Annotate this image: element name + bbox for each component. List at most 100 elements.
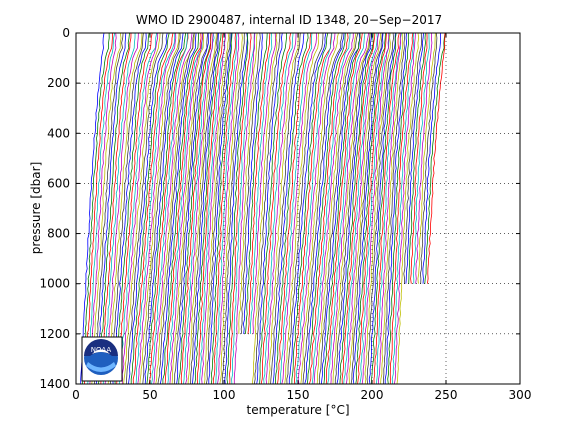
profile-line: [288, 32, 327, 384]
profile-line: [84, 32, 113, 385]
profile-line: [121, 32, 159, 385]
y-tick-label: 400: [47, 126, 70, 140]
y-axis: 0 200 400 600 800 1000 1200 1400: [39, 26, 520, 391]
profile-line: [408, 32, 426, 284]
profile-line: [389, 32, 414, 385]
profile-line: [334, 32, 371, 384]
x-tick-label: 250: [435, 388, 458, 402]
profile-line: [260, 32, 291, 385]
profile-line: [89, 32, 117, 385]
profile-line: [192, 32, 219, 385]
profile-line: [194, 32, 222, 385]
profile-line: [325, 32, 363, 385]
profile-line: [249, 32, 273, 334]
profile-line: [215, 32, 238, 385]
profile-line: [217, 32, 240, 385]
profile-line: [95, 32, 127, 385]
profile-line: [224, 32, 248, 385]
profile-line: [259, 32, 287, 385]
profile-line: [155, 32, 195, 385]
x-tick-label: 300: [509, 388, 532, 402]
profile-line: [332, 32, 371, 385]
profile-line: [162, 33, 199, 384]
profile-line: [148, 32, 189, 385]
profile-line: [422, 32, 442, 284]
profile-line: [415, 32, 433, 284]
profile-line: [359, 32, 390, 385]
profile-line: [412, 32, 430, 284]
y-axis-label: pressure [dbar]: [29, 162, 43, 255]
profile-line: [350, 32, 383, 385]
profile-line: [205, 32, 231, 385]
x-axis-label: temperature [°C]: [247, 403, 350, 417]
profile-line: [291, 32, 329, 384]
profile-line: [366, 32, 395, 385]
profile-line: [403, 32, 423, 284]
profile-line: [343, 32, 378, 385]
profile-line: [286, 32, 324, 385]
profile-line: [94, 32, 124, 385]
profile-line: [199, 32, 226, 385]
profile-line: [280, 32, 313, 385]
profile-line: [164, 32, 202, 385]
profile-line: [151, 33, 188, 385]
profile-line: [394, 32, 416, 385]
grid-lines: [76, 33, 520, 384]
profile-line: [293, 32, 332, 385]
profile-line: [323, 32, 361, 385]
x-tick-label: 200: [361, 388, 384, 402]
profile-line: [226, 32, 249, 385]
profile-line: [116, 32, 153, 385]
profile-line: [252, 32, 278, 385]
profile-line: [341, 32, 376, 385]
y-tick-label: 1000: [39, 277, 70, 291]
profile-line: [383, 32, 406, 385]
profile-line: [212, 32, 236, 385]
profile-line: [123, 32, 161, 385]
profile-line: [201, 32, 226, 385]
profile-line: [87, 32, 116, 385]
profile-line: [100, 32, 132, 385]
profile-line: [97, 32, 130, 385]
profile-line: [391, 32, 415, 385]
y-tick-label: 800: [47, 227, 70, 241]
profile-line: [396, 32, 420, 385]
profile-line: [167, 33, 204, 385]
profile-line: [229, 32, 252, 385]
profile-line: [371, 32, 397, 384]
profile-line: [417, 32, 436, 284]
profile-line: [387, 32, 410, 385]
profile-line: [373, 32, 400, 385]
profile-line: [253, 33, 281, 385]
profile-line: [137, 32, 177, 385]
profile-lines: [80, 32, 446, 385]
profile-line: [139, 32, 180, 385]
profile-line: [114, 32, 150, 385]
profile-line: [219, 32, 243, 385]
y-tick-label: 1200: [39, 327, 70, 341]
profile-line: [321, 32, 361, 385]
profile-line: [190, 32, 219, 385]
profile-line: [118, 32, 158, 385]
profile-line: [135, 33, 176, 385]
profile-line: [196, 32, 224, 385]
profile-line: [336, 32, 372, 385]
profile-line: [384, 32, 408, 384]
profile-line: [377, 32, 402, 385]
profile-line: [242, 32, 263, 334]
profile-line: [297, 32, 336, 385]
profile-line: [318, 32, 359, 385]
profile-line: [153, 32, 193, 385]
profile-line: [272, 32, 305, 385]
profile-line: [247, 32, 271, 334]
profile-line: [221, 32, 245, 385]
profile-line: [132, 32, 174, 385]
profile-line: [330, 32, 370, 385]
x-tick-label: 100: [213, 388, 236, 402]
profile-line: [270, 32, 301, 385]
profile-line: [263, 32, 294, 385]
noaa-logo: NOAA: [81, 336, 123, 382]
profile-line: [380, 32, 403, 385]
profile-line: [284, 32, 319, 385]
